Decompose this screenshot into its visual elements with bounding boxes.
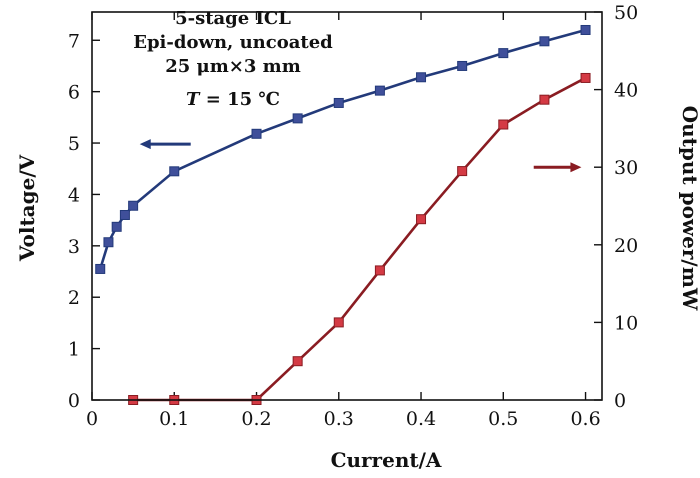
voltage-marker [457,60,468,71]
output-power-marker [292,356,303,367]
y-right-tick-label: 50 [614,2,638,24]
voltage-marker [333,97,344,108]
voltage-marker [169,166,180,177]
output-power-marker [580,72,591,83]
voltage-marker [416,72,427,83]
output-power-marker [498,119,509,130]
y-left-tick-label: 4 [68,184,80,206]
voltage-marker [103,237,114,248]
voltage-marker [580,24,591,35]
output-power-marker [457,166,468,177]
power-axis-arrow-head [570,162,582,173]
x-tick-label: 0 [86,408,98,430]
arrow-layer [139,139,582,173]
annotation-line-2: Epi-down, uncoated [133,32,333,53]
y-right-tick-label: 0 [614,390,626,412]
x-tick-label: 0.2 [241,408,271,430]
output-power-marker [416,214,427,225]
y-left-tick-label: 7 [68,30,80,52]
y-left-tick-label: 0 [68,390,80,412]
y-left-tick-label: 2 [68,287,80,309]
y-right-tick-label: 20 [614,235,638,257]
annotation-box: 5-stage ICL Epi-down, uncoated 25 μm×3 m… [133,8,333,110]
voltage-marker [374,85,385,96]
annotation-line-1: 5-stage ICL [175,8,291,29]
y-right-tick-label: 30 [614,157,638,179]
voltage-marker [539,36,550,47]
voltage-marker [251,128,262,139]
voltage-marker [111,221,122,232]
series-layer [95,24,591,405]
x-tick-label: 0.4 [406,408,436,430]
output-power-line [133,76,587,402]
output-power-marker [333,317,344,328]
annotation-T: T [186,89,201,110]
tick-labels: 0 0.1 0.2 0.3 0.4 0.5 0.6 0 1 2 3 4 5 6 7 0 10 20 30 40 50 [68,2,638,430]
y-right-tick-label: 40 [614,80,638,102]
annotation-temp: = 15 ℃ [199,89,280,110]
x-tick-label: 0.3 [324,408,354,430]
annotation-line-4: T = 15 ℃ [186,89,280,110]
plot-frame [91,11,603,401]
voltage-axis-arrow-head [139,139,151,150]
y-left-tick-label: 1 [68,339,80,361]
x-tick-label: 0.5 [488,408,518,430]
x-axis-title: Current/A [331,448,442,472]
annotation-line-3: 25 μm×3 mm [165,56,301,77]
voltage-marker [292,113,303,124]
voltage-marker [95,263,106,274]
output-power-marker [374,265,385,276]
y-left-axis-title: Voltage/V [15,154,39,262]
y-right-axis-title: Output power/mW [678,106,700,311]
y-left-tick-label: 6 [68,82,80,104]
voltage-marker [128,200,139,211]
x-tick-label: 0.6 [570,408,600,430]
y-left-tick-label: 3 [68,236,80,258]
x-tick-label: 0.1 [159,408,189,430]
y-left-tick-label: 5 [68,133,80,155]
voltage-marker [498,48,509,59]
voltage-marker [119,209,130,220]
output-power-marker [539,94,550,105]
y-right-tick-label: 10 [614,312,638,334]
